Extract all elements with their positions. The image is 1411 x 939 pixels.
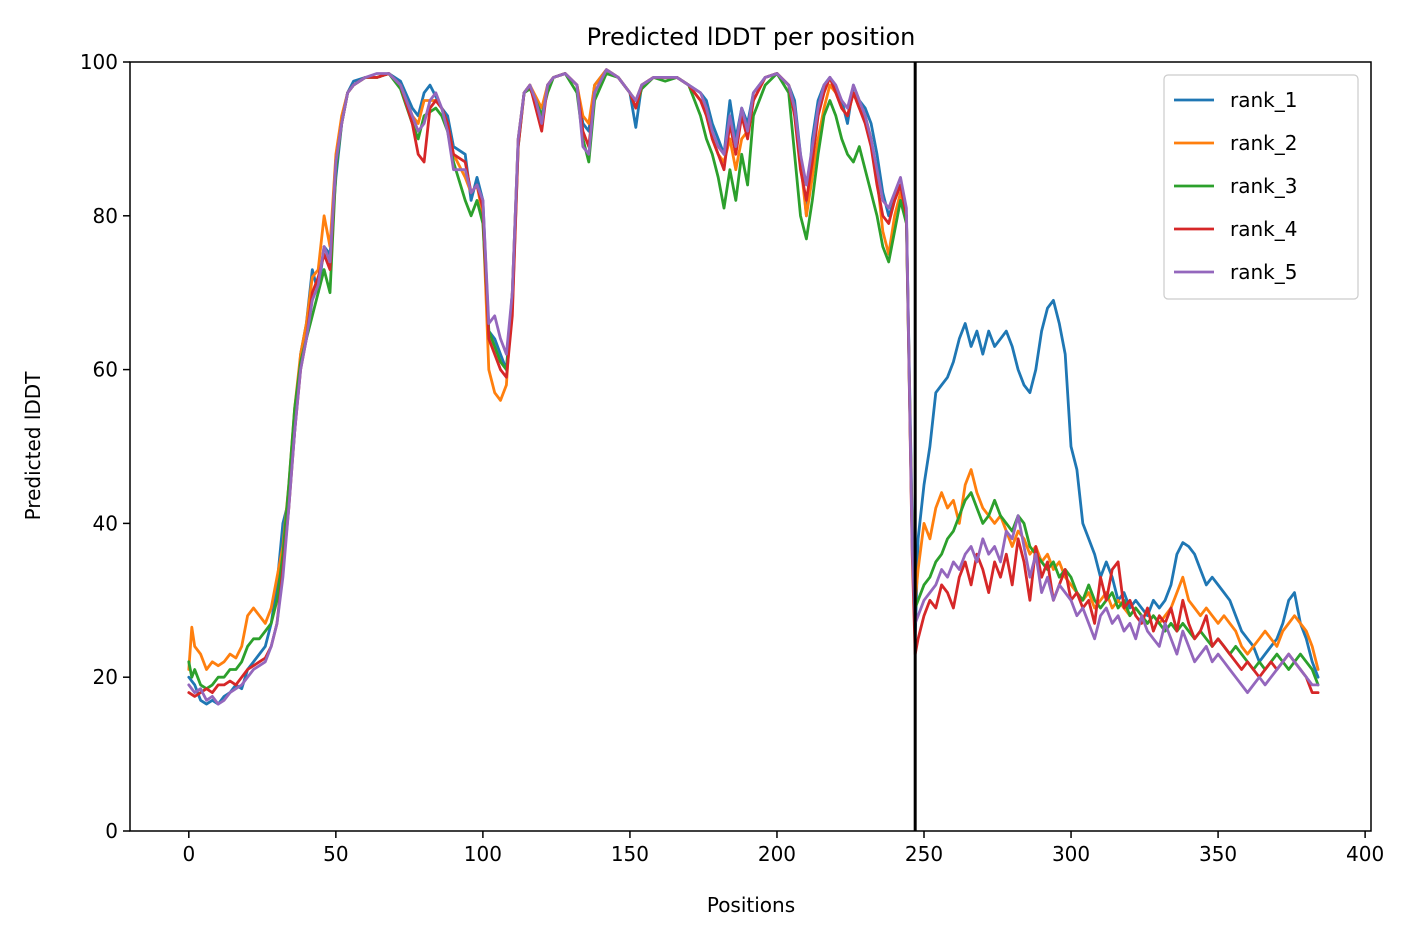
x-tick-label: 350 [1199,842,1237,866]
y-tick-label: 20 [93,665,118,689]
legend-label: rank_2 [1230,131,1297,155]
y-tick-label: 100 [80,50,118,74]
legend: rank_1 rank_2 rank_3 rank_4 rank_5 [1163,74,1359,300]
legend-label: rank_3 [1230,174,1297,198]
x-tick-label: 200 [758,842,796,866]
plot-lines [187,68,1320,706]
legend-label: rank_4 [1230,217,1297,241]
x-tick-label: 0 [182,842,195,866]
x-tick-label: 300 [1052,842,1090,866]
y-axis-ticks: 0 20 40 60 80 100 [80,50,130,843]
chart-title: Predicted lDDT per position [587,23,916,51]
legend-label: rank_5 [1230,260,1297,284]
series-line-rank-3 [187,72,1320,691]
x-axis-label: Positions [707,893,795,917]
x-tick-label: 150 [611,842,649,866]
y-tick-label: 0 [105,819,118,843]
x-axis-ticks: 0 50 100 150 200 250 300 350 400 [182,831,1384,866]
series-line-rank-2 [187,68,1320,671]
x-tick-label: 250 [905,842,943,866]
y-axis-label: Predicted lDDT [21,371,45,521]
y-tick-label: 80 [93,204,118,228]
x-tick-label: 400 [1346,842,1384,866]
y-tick-label: 40 [93,511,118,535]
series-line-rank-4 [187,68,1320,698]
series-line-rank-5 [187,68,1320,706]
legend-label: rank_1 [1230,88,1297,112]
legend-box [1163,74,1359,300]
x-tick-label: 100 [464,842,502,866]
x-tick-label: 50 [323,842,348,866]
plot-frame [129,61,1372,832]
y-tick-label: 60 [93,358,118,382]
